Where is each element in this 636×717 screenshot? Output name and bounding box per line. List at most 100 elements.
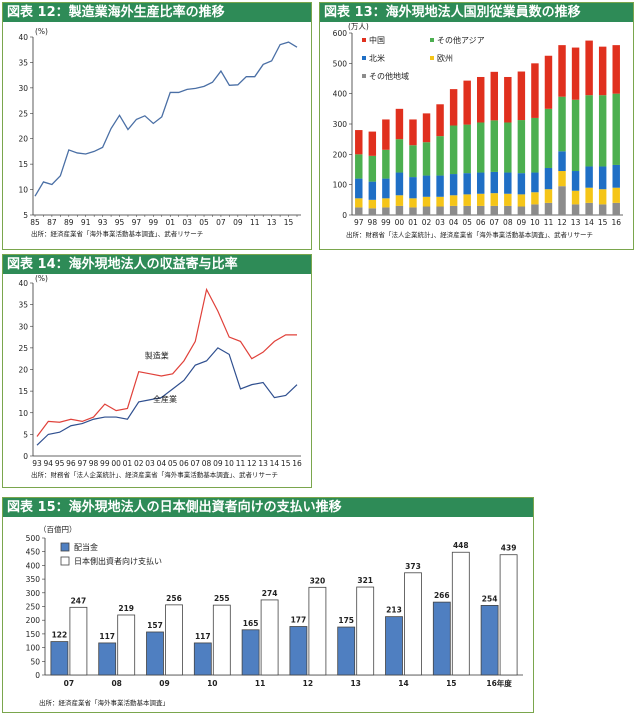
fig15-source: 出所：経済産業省「海外事業活動基本調査」 (39, 698, 169, 707)
fig12-x-tick-label: 07 (216, 218, 226, 227)
fig13-bar-segment (531, 63, 539, 118)
fig13-x-tick-label: 10 (530, 218, 540, 227)
fig13-bar-segment (449, 89, 458, 126)
fig14-x-tick-label: 00 (111, 459, 121, 468)
fig13-bar-segment (436, 196, 444, 207)
fig15-data-label: 122 (52, 631, 68, 640)
fig13-bar-segment (558, 96, 566, 152)
fig12-y-tick-label: 15 (18, 160, 28, 169)
fig13-bar-segment (463, 173, 471, 195)
fig13-bar-segment (463, 124, 471, 174)
fig13-bar-segment (544, 55, 553, 109)
fig12-x-tick-label: 15 (284, 218, 294, 227)
fig15-x-tick-label: 15 (446, 679, 456, 688)
fig14-y-tick-label: 20 (18, 366, 28, 375)
fig15-bar (165, 604, 183, 676)
fig15-y-tick-label: 0 (35, 671, 40, 680)
fig13-bar-segment (476, 193, 485, 206)
fig12-title: 図表 12：製造業海外生産比率の推移 (3, 3, 311, 22)
fig13-bar-segment (544, 167, 553, 190)
fig15-panel: 図表 15：海外現地法人の日本側出資者向けの支払い推移 （百億円） 0 50 100 1… (2, 497, 534, 713)
fig15-bar (404, 572, 422, 676)
fig15-legend-label: 配当金 (74, 542, 98, 552)
fig13-bar-segment (612, 164, 620, 188)
fig13-bar-segment (490, 71, 499, 121)
fig15-x-tick-label: 08 (111, 679, 121, 688)
fig12-x-tick-label: 97 (132, 218, 142, 227)
fig15-data-label: 256 (166, 594, 182, 603)
fig13-y-tick-label: 0 (342, 211, 347, 220)
fig14-x-tick-label: 96 (66, 459, 76, 468)
fig12-x-tick-label: 11 (250, 218, 260, 227)
fig12-unit-label: (%) (35, 27, 48, 36)
fig13-bar-segment (531, 192, 539, 205)
fig13-bar-segment (598, 46, 607, 96)
fig15-bar (98, 642, 117, 676)
fig15-legend-label: 日本側出資者向け支払い (74, 556, 162, 566)
fig14-title: 図表 14：海外現地法人の収益寄与比率 (3, 255, 311, 274)
fig15-x-tick-label: 11 (255, 679, 265, 688)
fig13-legend-swatch (430, 56, 434, 60)
fig15-data-label: 177 (291, 616, 307, 625)
fig12-x-tick-label: 99 (149, 218, 159, 227)
fig15-y-tick-label: 100 (26, 644, 41, 653)
fig12-y-tick-label: 20 (18, 135, 28, 144)
fig14-x-tick-label: 09 (213, 459, 223, 468)
fig13-bar-segment (449, 205, 458, 215)
fig14-unit-label: (%) (35, 274, 48, 283)
fig15-bar (193, 642, 212, 676)
fig13-x-tick-label: 08 (503, 218, 513, 227)
fig12-source: 出所：経済産業省「海外事業活動基本調査」、武者リサーチ (31, 229, 203, 238)
fig14-y-tick-label: 25 (18, 344, 28, 353)
fig13-x-tick-label: 05 (462, 218, 472, 227)
fig14-y-tick-label: 5 (23, 430, 28, 439)
fig13-legend-label: 中国 (369, 35, 385, 45)
fig13-legend-swatch (362, 38, 366, 42)
fig15-y-tick-label: 150 (26, 630, 41, 639)
fig13-bar-segment (504, 122, 512, 173)
fig13-bar-segment (449, 174, 458, 196)
fig13-bar-segment (490, 120, 499, 172)
fig13-bar-segment (476, 76, 485, 123)
fig13-bar-segment (504, 205, 512, 215)
fig13-bar-segment (517, 120, 526, 174)
fig13-bar-segment (531, 172, 539, 193)
fig13-x-tick-label: 07 (490, 218, 500, 227)
fig13-bar-segment (422, 206, 431, 215)
fig14-x-tick-label: 94 (44, 459, 54, 468)
fig15-bar (212, 604, 231, 676)
fig15-legend-swatch (60, 542, 70, 552)
fig13-bar-segment (571, 190, 580, 205)
fig15-title: 図表 15：海外現地法人の日本側出資者向けの支払い推移 (3, 498, 533, 517)
fig13-bar-segment (409, 207, 417, 215)
fig13-bar-segment (504, 193, 512, 206)
fig13-bar-segment (355, 207, 363, 215)
fig12-x-tick-label: 03 (182, 218, 192, 227)
fig14-x-tick-label: 14 (270, 459, 280, 468)
fig13-legend-swatch (362, 56, 366, 60)
fig14-y-tick-label: 40 (18, 279, 28, 288)
fig13-y-tick-label: 600 (333, 29, 348, 38)
fig14-x-tick-label: 16 (292, 459, 302, 468)
fig13-bar-segment (436, 104, 444, 137)
fig15-chart: （百億円） 0 50 100 150 200 250 300 350 400 450 500 122 24… (26, 524, 523, 707)
fig15-y-tick-label: 200 (26, 616, 41, 625)
fig12-x-tick-label: 09 (233, 218, 243, 227)
fig13-bar-segment (395, 139, 404, 173)
fig13-bar-segment (368, 155, 377, 182)
fig13-legend-swatch (362, 74, 366, 78)
fig15-data-label: 373 (405, 562, 421, 571)
fig14-x-tick-label: 98 (89, 459, 99, 468)
fig15-bar (432, 601, 451, 676)
fig13-bar-segment (409, 177, 417, 199)
fig15-x-tick-label: 14 (398, 679, 408, 688)
fig13-legend-swatch (430, 38, 434, 42)
fig14-source: 出所：財務省「法人企業統計」、経済産業省「海外事業活動基本調査」、武者リサーチ (31, 470, 278, 479)
fig15-y-tick-label: 400 (26, 561, 41, 570)
fig13-bar-segment (598, 189, 607, 205)
fig15-bar (50, 641, 69, 676)
fig13-bar-segment (558, 151, 566, 172)
fig13-x-tick-label: 04 (449, 218, 459, 227)
fig14-x-tick-label: 06 (179, 459, 189, 468)
fig13-bar-segment (355, 198, 363, 208)
